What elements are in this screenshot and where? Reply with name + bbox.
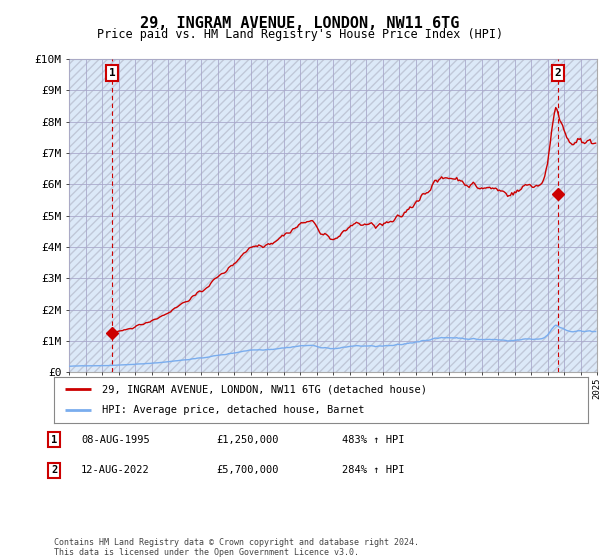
Text: HPI: Average price, detached house, Barnet: HPI: Average price, detached house, Barn… — [102, 405, 365, 416]
Text: £1,250,000: £1,250,000 — [216, 435, 278, 445]
Text: £5,700,000: £5,700,000 — [216, 465, 278, 475]
Text: 29, INGRAM AVENUE, LONDON, NW11 6TG: 29, INGRAM AVENUE, LONDON, NW11 6TG — [140, 16, 460, 31]
Text: 483% ↑ HPI: 483% ↑ HPI — [342, 435, 404, 445]
Text: Price paid vs. HM Land Registry's House Price Index (HPI): Price paid vs. HM Land Registry's House … — [97, 28, 503, 41]
Text: 29, INGRAM AVENUE, LONDON, NW11 6TG (detached house): 29, INGRAM AVENUE, LONDON, NW11 6TG (det… — [102, 384, 427, 394]
Text: 284% ↑ HPI: 284% ↑ HPI — [342, 465, 404, 475]
Text: 08-AUG-1995: 08-AUG-1995 — [81, 435, 150, 445]
Text: Contains HM Land Registry data © Crown copyright and database right 2024.
This d: Contains HM Land Registry data © Crown c… — [54, 538, 419, 557]
Text: 2: 2 — [51, 465, 57, 475]
Text: 2: 2 — [554, 68, 561, 78]
Text: 1: 1 — [109, 68, 116, 78]
Text: 1: 1 — [51, 435, 57, 445]
Text: 12-AUG-2022: 12-AUG-2022 — [81, 465, 150, 475]
